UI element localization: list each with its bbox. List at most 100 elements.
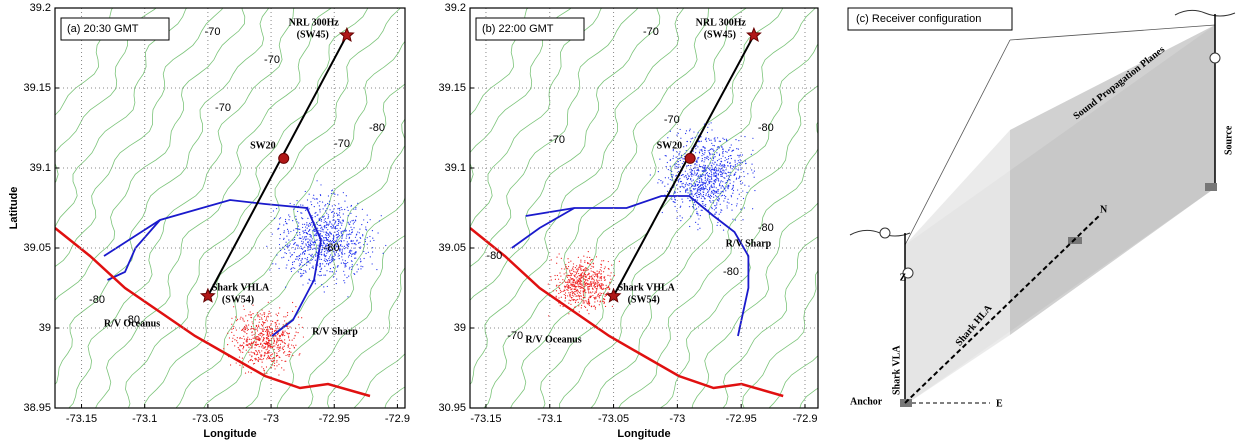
signal-dot [691, 173, 692, 174]
signal-dot [698, 132, 699, 133]
signal-dot [700, 149, 701, 150]
signal-dot [348, 210, 349, 211]
signal-dot [281, 334, 282, 335]
signal-dot [689, 226, 690, 227]
signal-dot [282, 333, 283, 334]
signal-dot [332, 205, 333, 206]
signal-dot [317, 214, 318, 215]
signal-dot [282, 335, 283, 336]
signal-dot [579, 296, 580, 297]
signal-dot [290, 203, 291, 204]
signal-dot [710, 195, 711, 196]
signal-dot [584, 274, 585, 275]
signal-dot [327, 286, 328, 287]
signal-dot [291, 254, 292, 255]
signal-dot [744, 207, 745, 208]
signal-dot [711, 122, 712, 123]
signal-dot [591, 285, 592, 286]
signal-dot [308, 224, 309, 225]
signal-dot [242, 358, 243, 359]
signal-dot [355, 244, 356, 245]
signal-dot [720, 141, 721, 142]
site-code: (SW45) [704, 29, 736, 40]
y-tick-label: 39.15 [438, 82, 466, 94]
signal-dot [349, 268, 350, 269]
signal-dot [699, 152, 700, 153]
signal-dot [696, 213, 697, 214]
signal-dot [607, 275, 608, 276]
signal-dot [752, 172, 753, 173]
signal-dot [696, 211, 697, 212]
signal-dot [726, 140, 727, 141]
signal-dot [265, 343, 266, 344]
signal-dot [274, 218, 275, 219]
signal-dot [676, 210, 677, 211]
signal-dot [667, 137, 668, 138]
signal-dot [735, 165, 736, 166]
signal-dot [592, 288, 593, 289]
signal-dot [691, 169, 692, 170]
signal-dot [706, 141, 707, 142]
signal-dot [712, 187, 713, 188]
signal-dot [269, 313, 270, 314]
signal-dot [601, 293, 602, 294]
signal-dot [352, 264, 353, 265]
signal-dot [297, 228, 298, 229]
signal-dot [269, 333, 270, 334]
signal-dot [726, 182, 727, 183]
signal-dot [260, 344, 261, 345]
signal-dot [680, 220, 681, 221]
signal-dot [288, 337, 289, 338]
signal-dot [302, 236, 303, 237]
signal-dot [293, 338, 294, 339]
signal-dot [565, 295, 566, 296]
signal-dot [349, 250, 350, 251]
signal-dot [731, 209, 732, 210]
signal-dot [265, 346, 266, 347]
signal-dot [292, 220, 293, 221]
signal-dot [588, 278, 589, 279]
signal-dot [706, 181, 707, 182]
signal-dot [278, 344, 279, 345]
signal-dot [709, 200, 710, 201]
signal-dot [258, 325, 259, 326]
signal-dot [558, 287, 559, 288]
signal-dot [334, 213, 335, 214]
signal-dot [703, 194, 704, 195]
signal-dot [575, 271, 576, 272]
signal-dot [575, 291, 576, 292]
signal-dot [697, 197, 698, 198]
signal-dot [746, 192, 747, 193]
signal-dot [273, 343, 274, 344]
signal-dot [686, 177, 687, 178]
signal-dot [597, 284, 598, 285]
signal-dot [330, 240, 331, 241]
signal-dot [714, 169, 715, 170]
signal-dot [608, 268, 609, 269]
signal-dot [719, 141, 720, 142]
signal-dot [584, 262, 585, 263]
signal-dot [585, 279, 586, 280]
signal-dot [564, 268, 565, 269]
signal-dot [277, 315, 278, 316]
signal-dot [713, 183, 714, 184]
signal-dot [317, 239, 318, 240]
signal-dot [323, 222, 324, 223]
signal-dot [325, 210, 326, 211]
signal-dot [724, 170, 725, 171]
signal-dot [702, 170, 703, 171]
signal-dot [599, 297, 600, 298]
signal-dot [250, 311, 251, 312]
signal-dot [283, 239, 284, 240]
signal-dot [270, 355, 271, 356]
signal-dot [351, 261, 352, 262]
signal-dot [267, 320, 268, 321]
signal-dot [703, 192, 704, 193]
signal-dot [269, 358, 270, 359]
site-marker [685, 153, 695, 163]
signal-dot [240, 351, 241, 352]
signal-dot [267, 357, 268, 358]
signal-dot [326, 223, 327, 224]
signal-dot [689, 206, 690, 207]
signal-dot [272, 263, 273, 264]
